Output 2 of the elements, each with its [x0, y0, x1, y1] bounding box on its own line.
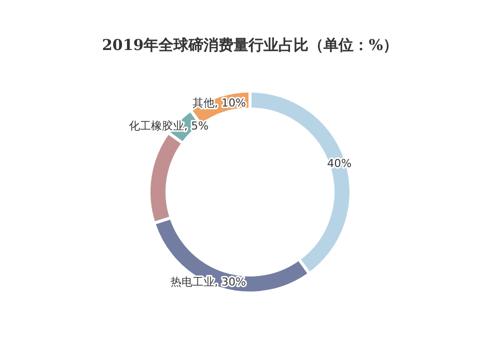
chart-title: 2019年全球碲消费量行业占比（单位：%） — [102, 36, 398, 54]
data-label: 40% — [327, 156, 352, 170]
